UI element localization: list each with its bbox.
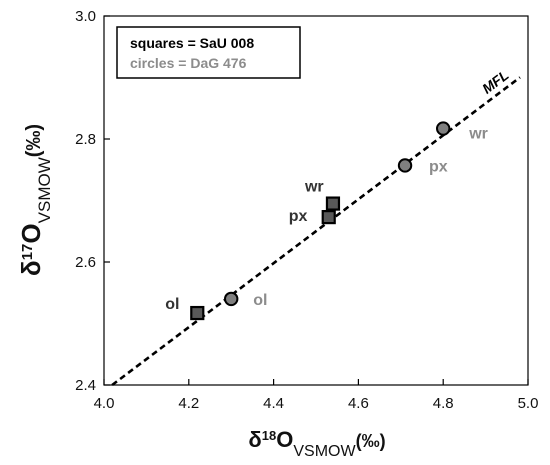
x-axis-label: δ18OVSMOW(‰) bbox=[248, 427, 385, 460]
x-tick-label: 4.6 bbox=[348, 395, 369, 412]
legend: squares = SaU 008 circles = DaG 476 bbox=[116, 26, 301, 79]
data-points: ol px wr ol px wr bbox=[165, 121, 488, 321]
point-label-ol: ol bbox=[165, 296, 179, 313]
legend-entry-squares: squares = SaU 008 bbox=[130, 35, 254, 51]
y-tick-label: 3.0 bbox=[75, 8, 96, 25]
point-label-px: px bbox=[289, 208, 308, 225]
y-axis-label: δ17OVSMOW(‰) bbox=[16, 124, 54, 276]
circle-marker-px bbox=[397, 158, 413, 173]
mfl-line bbox=[111, 76, 521, 387]
point-label-wr: wr bbox=[468, 126, 488, 143]
point-label-ol: ol bbox=[253, 292, 267, 309]
square-marker-wr bbox=[325, 196, 341, 211]
legend-entry-circles: circles = DaG 476 bbox=[130, 55, 247, 71]
x-tick-label: 4.2 bbox=[178, 395, 199, 412]
square-marker-ol bbox=[190, 305, 205, 321]
x-tick-label: 4.4 bbox=[263, 395, 284, 412]
legend-box bbox=[116, 26, 301, 79]
point-label-px: px bbox=[429, 158, 448, 175]
x-axis: 4.0 4.2 4.4 4.6 4.8 5.0 bbox=[94, 379, 539, 412]
y-tick-label: 2.8 bbox=[75, 131, 96, 148]
x-tick-label: 4.8 bbox=[433, 395, 454, 412]
circle-marker-ol bbox=[224, 291, 239, 307]
y-axis: 2.4 2.6 2.8 3.0 bbox=[75, 8, 110, 394]
x-tick-label: 5.0 bbox=[518, 395, 539, 412]
y-tick-label: 2.6 bbox=[75, 254, 96, 271]
point-label-wr: wr bbox=[304, 179, 324, 196]
circle-marker-wr bbox=[436, 121, 451, 136]
x-tick-label: 4.0 bbox=[94, 395, 115, 412]
square-marker-px bbox=[321, 210, 336, 225]
y-tick-label: 2.4 bbox=[75, 377, 96, 394]
